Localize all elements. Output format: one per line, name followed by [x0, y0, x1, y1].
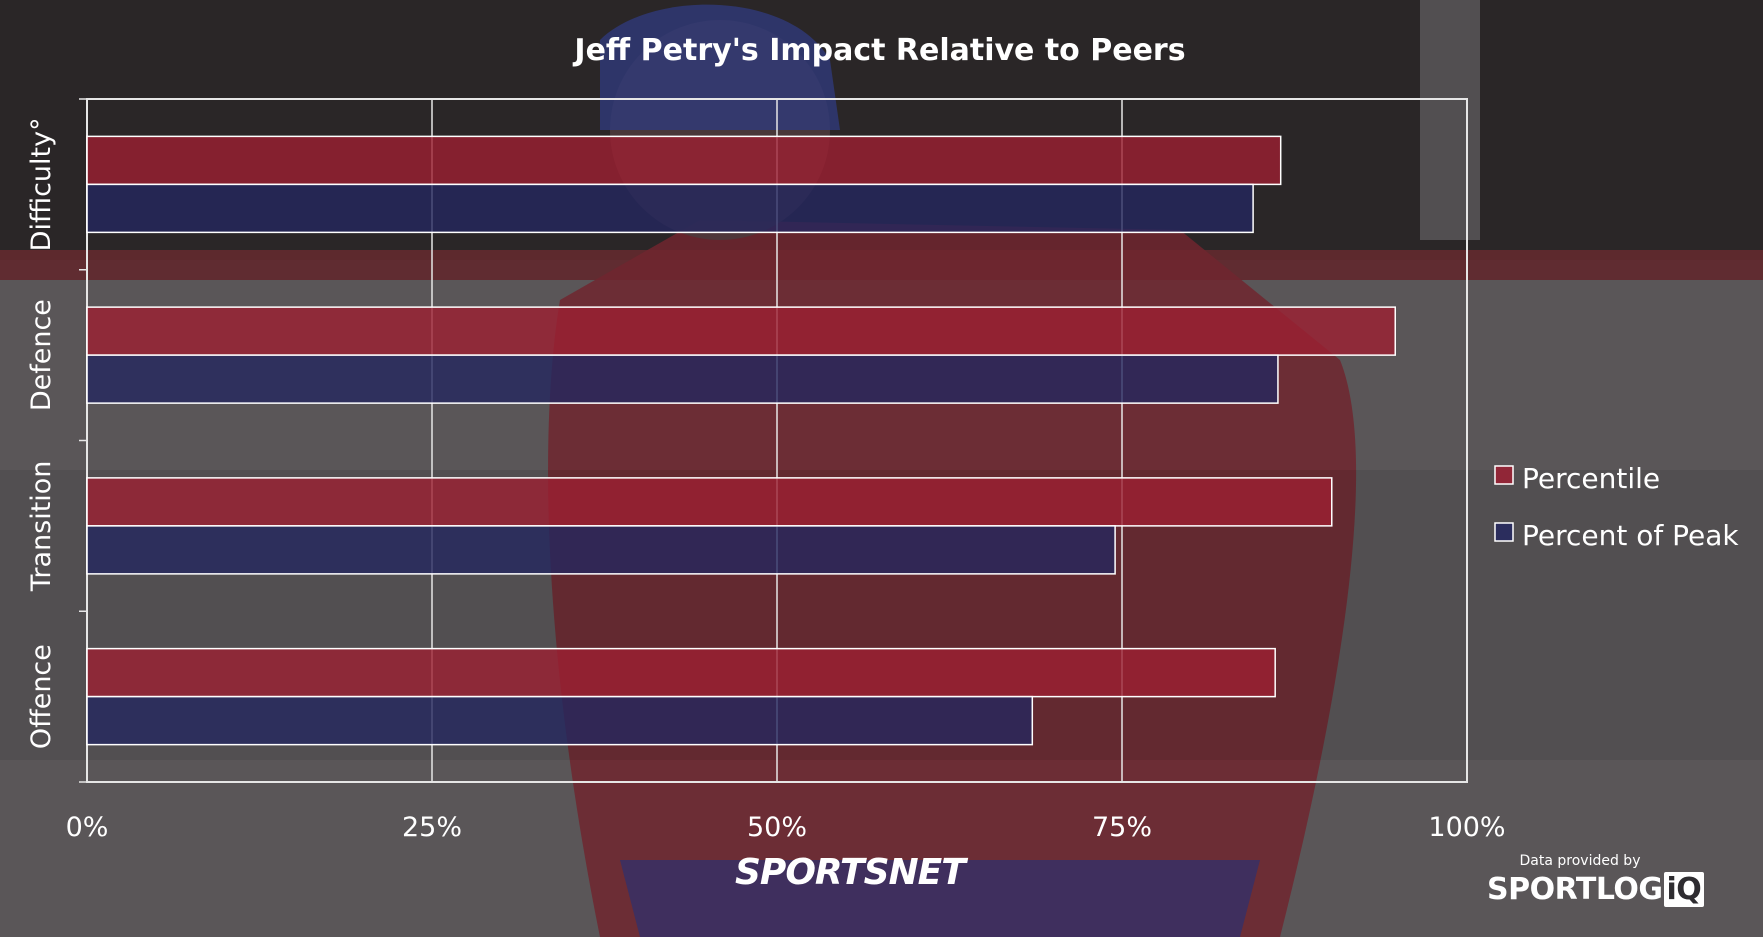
legend-swatch-percent-of-peak — [1494, 522, 1514, 542]
bar-transition-percent-of-peak — [86, 525, 1116, 575]
bars — [86, 135, 1396, 746]
data-credit-text: Data provided by — [1519, 853, 1641, 869]
category-label-difficulty: Difficulty° — [26, 117, 57, 251]
bar-offence-percentile — [86, 647, 1276, 698]
bar-defence-percentile — [86, 306, 1396, 356]
category-label-offence: Offence — [26, 644, 57, 749]
bar-transition-percentile — [86, 477, 1333, 527]
legend: Percentile Percent of Peak — [1494, 462, 1739, 552]
x-tick-label-0: 0% — [66, 812, 109, 843]
x-tick-label-25: 25% — [402, 812, 462, 843]
x-tick-label-100: 100% — [1428, 812, 1505, 843]
category-label-transition: Transition — [26, 461, 57, 593]
chart-title: Jeff Petry's Impact Relative to Peers — [572, 33, 1185, 68]
category-label-defence: Defence — [26, 299, 57, 411]
bar-difficulty-percent-of-peak — [86, 183, 1254, 234]
bar-defence-percent-of-peak — [86, 354, 1279, 404]
bar-offence-percent-of-peak — [86, 695, 1034, 746]
axes: 0% 25% 50% 75% 100% Difficulty° Defence Transit… — [26, 98, 1506, 843]
legend-label-percentile: Percentile — [1522, 462, 1660, 495]
x-tick-label-75: 75% — [1092, 812, 1152, 843]
sportlogiq-suffix: iQ — [1663, 872, 1705, 907]
x-tick-label-50: 50% — [747, 812, 807, 843]
sportlogiq-logo: SPORTLOG iQ — [1487, 872, 1705, 907]
sportsnet-logo: SPORTSNET — [735, 852, 966, 893]
sportlogiq-wordmark: SPORTLOG — [1487, 872, 1663, 907]
bar-difficulty-percentile — [86, 135, 1282, 186]
legend-label-percent-of-peak: Percent of Peak — [1522, 519, 1739, 552]
legend-swatch-percentile — [1494, 465, 1514, 485]
